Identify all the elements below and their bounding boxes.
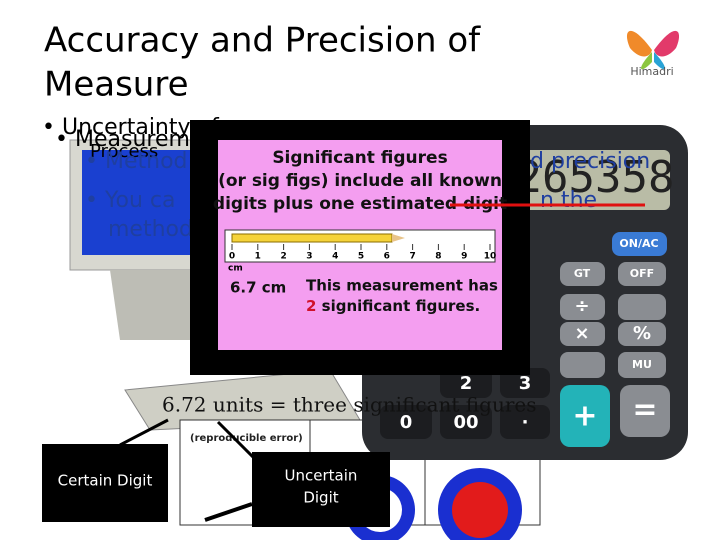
label-box <box>252 452 390 527</box>
calc-key: 3 <box>519 373 532 394</box>
ruler-number: 10 <box>484 252 497 262</box>
calc-key: + <box>572 399 597 434</box>
calc-key: MU <box>632 358 652 371</box>
bullet-text: method <box>108 217 193 242</box>
inset-text: Significant figures <box>272 148 447 168</box>
pointer-line <box>204 502 253 522</box>
ruler-number: 3 <box>306 252 312 262</box>
calc-key: 0 <box>400 412 413 433</box>
label: Certain Digit <box>58 472 153 490</box>
ruler-number: 7 <box>409 252 415 262</box>
table-note: (reproducible error) <box>190 433 303 444</box>
bullet-text: You ca <box>104 188 176 213</box>
ruler-number: 0 <box>229 252 235 262</box>
pointer-line <box>216 420 260 464</box>
inset-note-count: 2 <box>306 297 316 315</box>
bullet-text: Method <box>105 149 188 174</box>
calc-key: OFF <box>630 267 654 280</box>
bullet: • Measurem <box>55 127 190 152</box>
bullet-text: Process <box>90 141 158 162</box>
ruler-numbers: 0 1 2 3 4 5 6 7 8 9 10 <box>229 244 496 262</box>
logo <box>626 30 680 70</box>
inset-note: This measurement has <box>306 277 498 295</box>
bullet: • You ca <box>85 188 175 213</box>
label: Uncertain <box>285 467 358 485</box>
bullet-text: d precision <box>530 149 650 174</box>
ruler-number: 5 <box>358 252 364 262</box>
title: Accuracy and Precision of <box>44 21 481 61</box>
ruler-number: 8 <box>435 252 441 262</box>
inset-text: digits plus one estimated digit <box>213 194 507 214</box>
bullet-text: n the <box>540 188 597 213</box>
inset-note: 2 significant figures. <box>306 297 480 315</box>
inset-text: (or sig figs) include all known <box>218 171 502 191</box>
calc-key: × <box>574 323 589 344</box>
calc-key: % <box>633 323 651 344</box>
pointer-line <box>119 418 169 447</box>
calc-key: = <box>632 393 657 428</box>
calc-display: 265358 <box>516 152 675 203</box>
ruler-number: 9 <box>461 252 467 262</box>
measurement: 6.7 cm <box>230 279 286 297</box>
label: Digit <box>303 489 338 507</box>
ruler-number: 6 <box>384 252 390 262</box>
label-box <box>42 444 168 522</box>
calc-key: GT <box>574 267 591 280</box>
ruler-number: 2 <box>280 252 286 262</box>
calc-key: ON/AC <box>619 237 658 250</box>
ruler-number: 4 <box>332 252 338 262</box>
calc-key: · <box>522 412 529 433</box>
ruler <box>224 229 496 263</box>
calc-key: 00 <box>453 412 478 433</box>
bullet-text: Measurem <box>75 127 190 152</box>
ruler-unit: cm <box>228 264 243 274</box>
caption: 6.72 units = three significant figures <box>162 393 537 417</box>
calc-key: ÷ <box>574 296 589 317</box>
calc-key: 2 <box>460 373 473 394</box>
title: Measure <box>44 65 189 105</box>
logo-text: Himadri <box>630 65 673 78</box>
ruler-number: 1 <box>255 252 261 262</box>
inset-note-text: significant figures. <box>322 297 481 315</box>
bullet: • Method <box>85 149 188 174</box>
